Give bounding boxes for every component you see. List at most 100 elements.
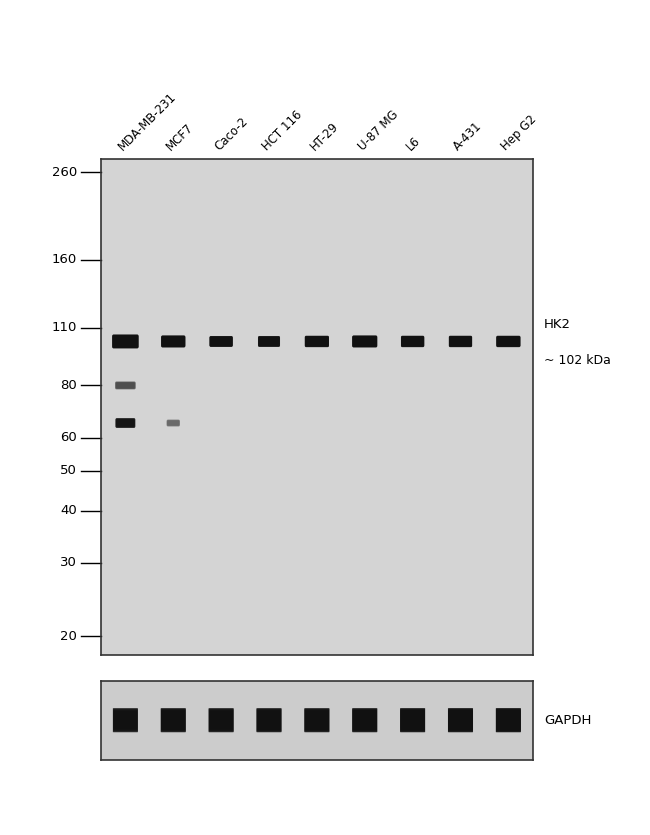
- FancyBboxPatch shape: [209, 708, 233, 732]
- FancyBboxPatch shape: [209, 710, 233, 731]
- FancyBboxPatch shape: [450, 337, 471, 346]
- FancyBboxPatch shape: [305, 709, 329, 731]
- FancyBboxPatch shape: [353, 337, 376, 347]
- FancyBboxPatch shape: [497, 337, 519, 346]
- FancyBboxPatch shape: [161, 711, 185, 729]
- FancyBboxPatch shape: [112, 335, 138, 348]
- FancyBboxPatch shape: [497, 336, 520, 347]
- FancyBboxPatch shape: [257, 711, 281, 729]
- FancyBboxPatch shape: [450, 337, 471, 346]
- FancyBboxPatch shape: [449, 337, 472, 347]
- FancyBboxPatch shape: [496, 709, 521, 731]
- FancyBboxPatch shape: [497, 337, 520, 347]
- FancyBboxPatch shape: [209, 709, 233, 731]
- FancyBboxPatch shape: [497, 711, 520, 730]
- FancyBboxPatch shape: [306, 337, 328, 347]
- FancyBboxPatch shape: [448, 708, 473, 732]
- FancyBboxPatch shape: [161, 710, 185, 731]
- FancyBboxPatch shape: [115, 382, 136, 389]
- Text: HCT 116: HCT 116: [260, 108, 305, 153]
- Text: L6: L6: [404, 134, 422, 153]
- FancyBboxPatch shape: [162, 711, 185, 729]
- FancyBboxPatch shape: [162, 336, 185, 347]
- FancyBboxPatch shape: [305, 709, 329, 731]
- FancyBboxPatch shape: [497, 712, 520, 728]
- FancyBboxPatch shape: [305, 336, 329, 347]
- FancyBboxPatch shape: [401, 712, 424, 728]
- FancyBboxPatch shape: [161, 708, 186, 732]
- FancyBboxPatch shape: [257, 711, 281, 730]
- FancyBboxPatch shape: [116, 418, 135, 428]
- FancyBboxPatch shape: [116, 382, 135, 389]
- FancyBboxPatch shape: [114, 337, 137, 347]
- FancyBboxPatch shape: [259, 337, 279, 346]
- FancyBboxPatch shape: [116, 418, 135, 428]
- FancyBboxPatch shape: [497, 712, 520, 728]
- FancyBboxPatch shape: [496, 708, 521, 732]
- FancyBboxPatch shape: [448, 710, 473, 731]
- FancyBboxPatch shape: [114, 712, 137, 728]
- FancyBboxPatch shape: [211, 337, 232, 346]
- FancyBboxPatch shape: [257, 712, 281, 728]
- FancyBboxPatch shape: [497, 337, 519, 346]
- FancyBboxPatch shape: [402, 337, 423, 346]
- Text: 50: 50: [60, 464, 77, 477]
- Text: Hep G2: Hep G2: [499, 113, 540, 153]
- Text: 60: 60: [60, 431, 77, 444]
- FancyBboxPatch shape: [167, 420, 180, 426]
- FancyBboxPatch shape: [112, 335, 138, 347]
- FancyBboxPatch shape: [209, 709, 233, 731]
- FancyBboxPatch shape: [114, 711, 137, 729]
- FancyBboxPatch shape: [210, 337, 233, 347]
- FancyBboxPatch shape: [258, 336, 280, 347]
- FancyBboxPatch shape: [257, 708, 281, 732]
- FancyBboxPatch shape: [257, 711, 281, 730]
- FancyBboxPatch shape: [352, 709, 377, 731]
- FancyBboxPatch shape: [306, 712, 328, 728]
- FancyBboxPatch shape: [352, 336, 377, 347]
- FancyBboxPatch shape: [258, 337, 280, 347]
- FancyBboxPatch shape: [161, 710, 185, 731]
- FancyBboxPatch shape: [497, 336, 521, 347]
- FancyBboxPatch shape: [162, 337, 185, 346]
- FancyBboxPatch shape: [448, 708, 473, 732]
- FancyBboxPatch shape: [448, 710, 473, 731]
- FancyBboxPatch shape: [352, 709, 377, 731]
- FancyBboxPatch shape: [305, 711, 329, 730]
- FancyBboxPatch shape: [401, 337, 424, 347]
- FancyBboxPatch shape: [448, 711, 473, 730]
- FancyBboxPatch shape: [401, 336, 424, 347]
- FancyBboxPatch shape: [448, 711, 473, 729]
- FancyBboxPatch shape: [402, 337, 424, 346]
- FancyBboxPatch shape: [450, 337, 471, 346]
- FancyBboxPatch shape: [210, 337, 233, 347]
- FancyBboxPatch shape: [114, 712, 136, 728]
- FancyBboxPatch shape: [352, 336, 377, 347]
- FancyBboxPatch shape: [166, 420, 180, 427]
- FancyBboxPatch shape: [210, 712, 233, 728]
- FancyBboxPatch shape: [401, 711, 424, 730]
- FancyBboxPatch shape: [257, 712, 280, 728]
- FancyBboxPatch shape: [353, 337, 377, 347]
- FancyBboxPatch shape: [162, 337, 185, 347]
- FancyBboxPatch shape: [402, 337, 424, 347]
- FancyBboxPatch shape: [305, 710, 329, 731]
- FancyBboxPatch shape: [401, 712, 424, 728]
- FancyBboxPatch shape: [162, 712, 185, 728]
- FancyBboxPatch shape: [496, 710, 521, 731]
- FancyBboxPatch shape: [497, 337, 520, 347]
- FancyBboxPatch shape: [113, 336, 138, 347]
- FancyBboxPatch shape: [210, 337, 232, 347]
- FancyBboxPatch shape: [401, 712, 424, 728]
- FancyBboxPatch shape: [113, 709, 138, 731]
- FancyBboxPatch shape: [305, 337, 329, 347]
- FancyBboxPatch shape: [116, 418, 135, 428]
- Text: HT-29: HT-29: [307, 119, 341, 153]
- FancyBboxPatch shape: [449, 337, 472, 347]
- FancyBboxPatch shape: [210, 337, 232, 346]
- FancyBboxPatch shape: [113, 337, 138, 347]
- FancyBboxPatch shape: [352, 708, 377, 732]
- FancyBboxPatch shape: [166, 420, 180, 427]
- FancyBboxPatch shape: [113, 336, 138, 347]
- FancyBboxPatch shape: [448, 711, 473, 730]
